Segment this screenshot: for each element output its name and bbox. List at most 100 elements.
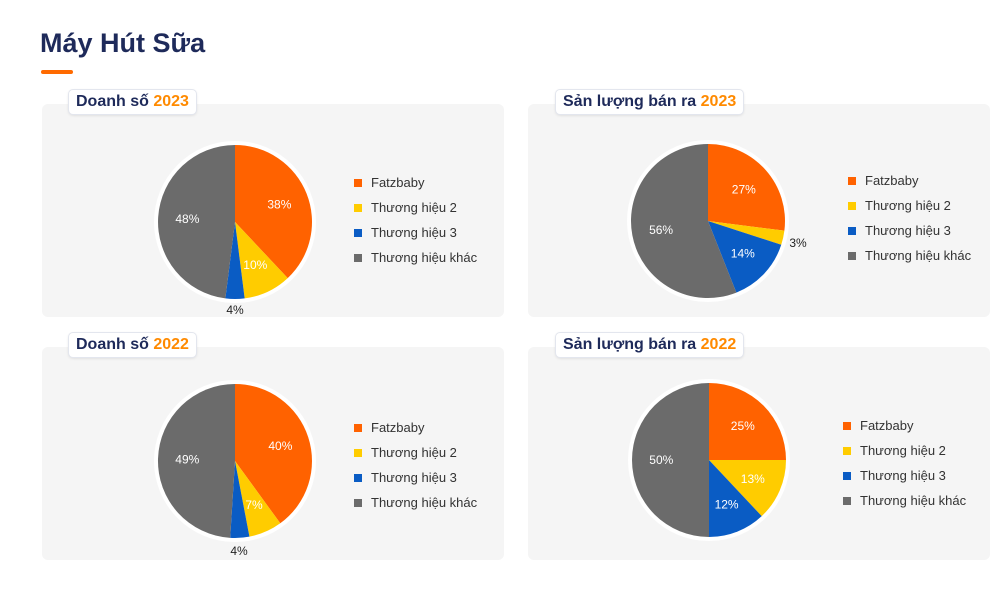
chart-title-volume-2023: Sản lượng bán ra 2023 — [556, 90, 744, 114]
pie-chart-volume-2022: 25% 13%12% 50% — [628, 379, 790, 541]
legend-item-fatzbaby: Fatzbaby — [843, 413, 966, 438]
legend-item-thuong-hieu-khac: Thương hiệu khác — [848, 243, 971, 268]
legend-label: Thương hiệu 3 — [371, 470, 457, 485]
data-label-thuong-hieu-2: 10% — [243, 258, 267, 272]
legend-item-thuong-hieu-khac: Thương hiệu khác — [354, 245, 477, 270]
chart-title-year: 2022 — [700, 336, 737, 353]
legend-item-thuong-hieu-3: Thương hiệu 3 — [354, 465, 477, 490]
pie-slice-thuong-hieu-khac — [157, 384, 235, 538]
legend-swatch — [354, 448, 362, 457]
legend-label: Thương hiệu 2 — [865, 198, 951, 213]
legend-label: Fatzbaby — [371, 420, 425, 435]
legend-swatch — [354, 423, 362, 432]
data-label-thuong-hieu-2: 7% — [245, 498, 263, 512]
chart-title-text: Sản lượng bán ra — [563, 336, 697, 353]
data-label-fatzbaby: 40% — [268, 439, 292, 453]
pie-slice-thuong-hieu-khac — [632, 383, 709, 537]
legend-swatch — [843, 446, 851, 455]
legend-item-thuong-hieu-3: Thương hiệu 3 — [354, 220, 477, 245]
pie-slice-thuong-hieu-2 — [235, 461, 281, 537]
legend-item-thuong-hieu-2: Thương hiệu 2 — [354, 195, 477, 220]
legend-label: Fatzbaby — [860, 418, 914, 433]
legend-label: Thương hiệu 3 — [865, 223, 951, 238]
legend-label: Fatzbaby — [371, 175, 425, 190]
pie-slice-fatzbaby — [235, 145, 312, 279]
legend-swatch — [354, 473, 362, 482]
legend-label: Thương hiệu 3 — [860, 468, 946, 483]
legend-label: Thương hiệu khác — [371, 495, 478, 510]
data-label-thuong-hieu-khac: 48% — [175, 212, 199, 226]
pie-chart-revenue-2022: 40% 7% 4% 49% — [154, 380, 316, 558]
chart-title-text: Doanh số — [76, 336, 149, 353]
pie-chart-revenue-2023: 38% 10% 4% 48% — [154, 141, 316, 317]
data-label-fatzbaby: 27% — [732, 182, 756, 196]
legend-item-fatzbaby: Fatzbaby — [354, 170, 477, 195]
legend: Fatzbaby Thương hiệu 2 Thương hiệu 3 Thương… — [354, 170, 477, 270]
legend-item-thuong-hieu-2: Thương hiệu 2 — [354, 440, 477, 465]
pie-slice-thuong-hieu-khac — [630, 144, 737, 298]
legend-label: Thương hiệu khác — [371, 250, 478, 265]
legend-label: Thương hiệu 3 — [371, 225, 457, 240]
legend-item-fatzbaby: Fatzbaby — [848, 168, 971, 193]
chart-title-revenue-2023: Doanh số 2023 — [69, 90, 196, 114]
chart-panel-revenue-2023: 38% 10% 4% 48% Fatzbaby Thương hiệu 2 Thương … — [42, 104, 504, 317]
legend-swatch — [848, 251, 856, 260]
legend-swatch — [354, 178, 362, 187]
chart-panel-revenue-2022: 40% 7% 4% 49% Fatzbaby Thương hiệu 2 Thương h… — [42, 347, 504, 560]
data-label-fatzbaby: 38% — [267, 197, 291, 211]
data-label-thuong-hieu-3: 4% — [230, 544, 248, 558]
data-label-thuong-hieu-2: 13% — [741, 472, 765, 486]
pie-slice-thuong-hieu-2 — [709, 460, 786, 517]
legend: Fatzbaby Thương hiệu 2 Thương hiệu 3 Thương… — [848, 168, 971, 268]
chart-title-year: 2022 — [153, 336, 189, 353]
chart-title-year: 2023 — [153, 93, 189, 110]
data-label-thuong-hieu-3: 12% — [715, 497, 739, 511]
legend-item-fatzbaby: Fatzbaby — [354, 415, 477, 440]
title-underline — [41, 70, 73, 74]
pie-slice-thuong-hieu-khac — [158, 145, 235, 299]
pie-slice-thuong-hieu-2 — [708, 221, 785, 245]
legend-label: Thương hiệu 2 — [371, 445, 457, 460]
data-label-thuong-hieu-3: 4% — [226, 303, 244, 317]
legend-item-thuong-hieu-3: Thương hiệu 3 — [848, 218, 971, 243]
data-label-thuong-hieu-3: 14% — [731, 247, 755, 261]
pie-slice-thuong-hieu-3 — [230, 461, 250, 539]
legend-swatch — [354, 498, 362, 507]
data-label-thuong-hieu-khac: 56% — [649, 223, 673, 237]
legend-label: Thương hiệu 2 — [860, 443, 946, 458]
chart-panel-volume-2023: 27% 3% 14% 56% Fatzbaby Thương hiệu 2 Thương … — [528, 104, 990, 317]
legend-swatch — [354, 253, 362, 262]
legend-label: Thương hiệu khác — [860, 493, 967, 508]
pie-slice-thuong-hieu-3 — [709, 460, 762, 537]
legend-item-thuong-hieu-3: Thương hiệu 3 — [843, 463, 966, 488]
legend-swatch — [843, 421, 851, 430]
chart-title-volume-2022: Sản lượng bán ra 2022 — [556, 333, 744, 357]
legend-label: Fatzbaby — [865, 173, 919, 188]
legend-swatch — [354, 228, 362, 237]
legend-label: Thương hiệu 2 — [371, 200, 457, 215]
legend-swatch — [354, 203, 362, 212]
data-label-thuong-hieu-khac: 50% — [649, 453, 673, 467]
data-label-thuong-hieu-2: 3% — [789, 236, 807, 250]
chart-panel-volume-2022: 25% 13% 12% 50% Fatzbaby Thương hiệu 2 Thương… — [528, 347, 990, 560]
pie-slice-fatzbaby — [708, 144, 785, 231]
legend-swatch — [848, 226, 856, 235]
data-label-thuong-hieu-khac: 49% — [175, 453, 199, 467]
legend-swatch — [848, 176, 856, 185]
legend: Fatzbaby Thương hiệu 2 Thương hiệu 3 Thương… — [354, 415, 477, 515]
chart-title-text: Doanh số — [76, 93, 149, 110]
data-label-fatzbaby: 25% — [731, 419, 755, 433]
legend-label: Thương hiệu khác — [865, 248, 972, 263]
pie-slice-thuong-hieu-2 — [235, 222, 288, 299]
legend-item-thuong-hieu-khac: Thương hiệu khác — [843, 488, 966, 513]
pie-slice-fatzbaby — [709, 383, 786, 460]
legend-item-thuong-hieu-2: Thương hiệu 2 — [843, 438, 966, 463]
legend: Fatzbaby Thương hiệu 2 Thương hiệu 3 Thương… — [843, 413, 966, 513]
pie-slice-thuong-hieu-3 — [708, 221, 782, 293]
legend-item-thuong-hieu-2: Thương hiệu 2 — [848, 193, 971, 218]
legend-item-thuong-hieu-khac: Thương hiệu khác — [354, 490, 477, 515]
legend-swatch — [843, 496, 851, 505]
chart-title-year: 2023 — [700, 93, 737, 110]
page-title: Máy Hút Sữa — [40, 28, 206, 58]
legend-swatch — [843, 471, 851, 480]
